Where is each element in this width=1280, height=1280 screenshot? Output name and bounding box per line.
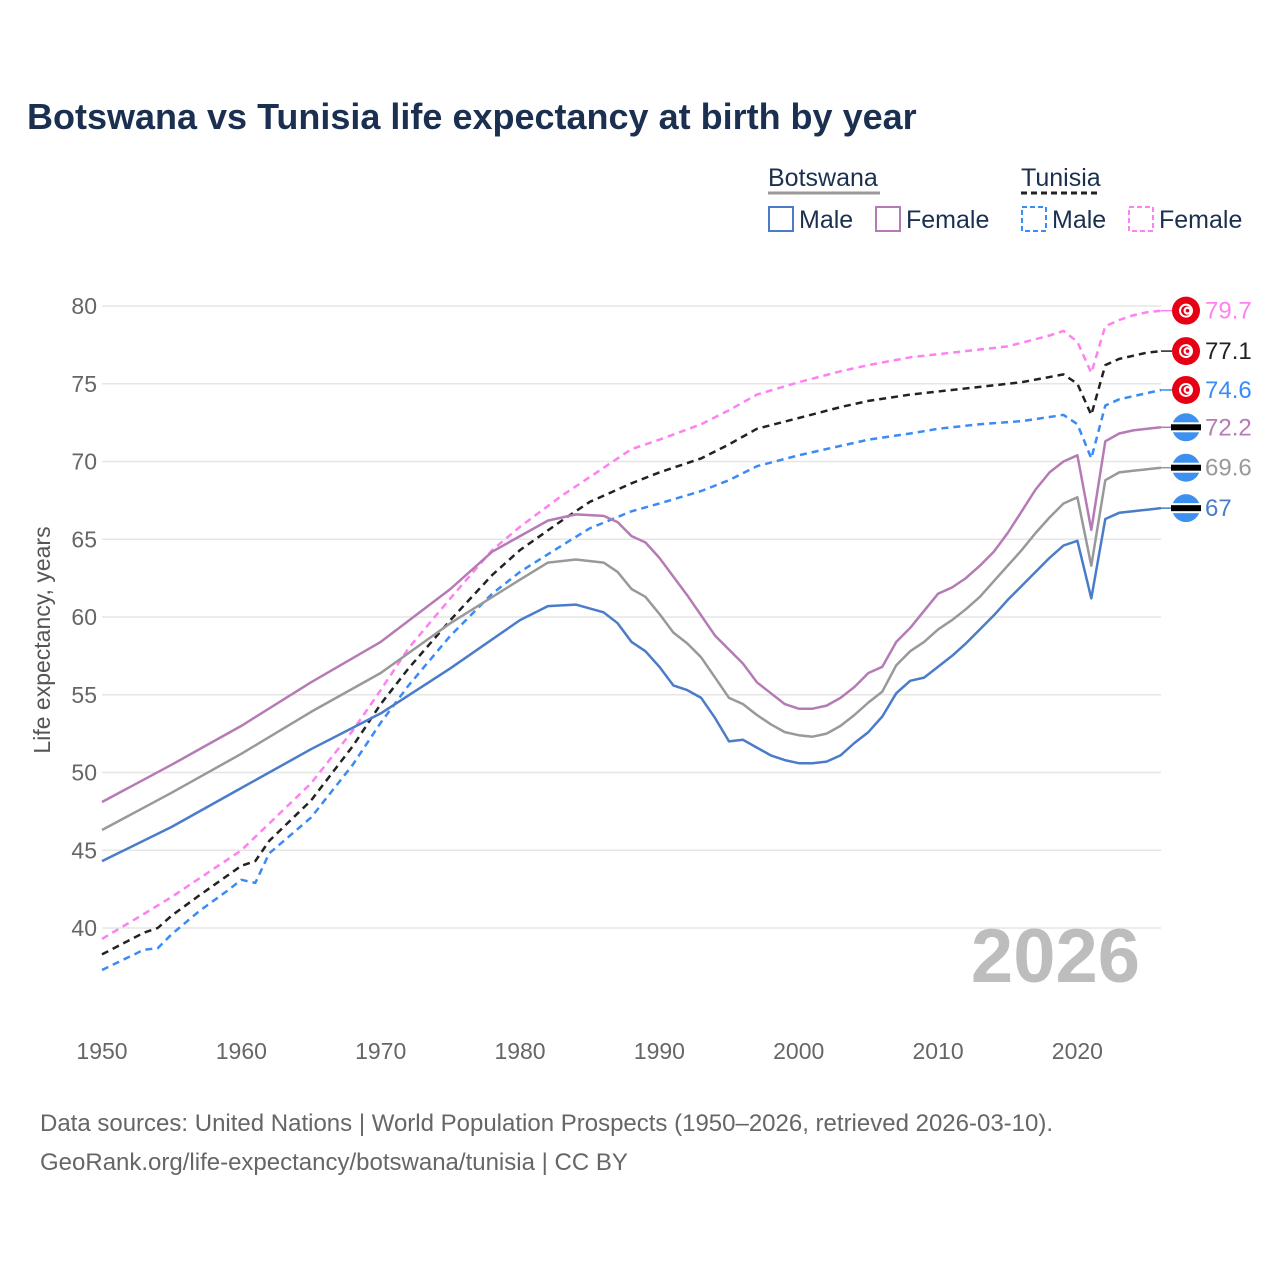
legend-botswana-female[interactable]: Female (906, 206, 989, 234)
legend-tunisia-female-swatch (1128, 206, 1154, 232)
end-value-label: 74.6 (1205, 377, 1252, 404)
end-labels: 79.7 77.1 74.6 72.2 69.6 67 (1161, 296, 1252, 523)
tunisia-flag-icon (1161, 296, 1200, 325)
y-axis-label: Life expectancy, years (29, 526, 55, 753)
x-tick-label: 1950 (76, 1038, 127, 1064)
x-tick-label: 2010 (912, 1038, 963, 1064)
legend-tunisia-heading: Tunisia (1021, 164, 1101, 192)
gridlines (102, 305, 1161, 929)
y-tick-label: 40 (71, 915, 97, 941)
series-line-botswana-male[interactable] (101, 506, 1162, 863)
footer-sources: Data sources: United Nations | World Pop… (40, 1110, 1053, 1137)
x-axis-ticks: 1950 1960 1970 1980 1990 2000 2010 2020 (76, 1038, 1103, 1064)
legend: Botswana Male Female Tunisia Male Female (768, 164, 1242, 234)
legend-tunisia-male[interactable]: Male (1052, 206, 1106, 234)
botswana-flag-icon (1161, 494, 1201, 523)
series-line-tunisia-female[interactable] (101, 309, 1162, 940)
end-value-label: 69.6 (1205, 455, 1252, 482)
legend-tunisia-male-swatch (1021, 206, 1047, 232)
end-value-label: 72.2 (1205, 414, 1252, 441)
x-tick-label: 1990 (634, 1038, 685, 1064)
footer-attribution[interactable]: GeoRank.org/life-expectancy/botswana/tun… (40, 1149, 628, 1176)
legend-botswana-female-swatch (875, 206, 901, 232)
x-tick-label: 1980 (494, 1038, 545, 1064)
legend-botswana-male[interactable]: Male (799, 206, 853, 234)
x-tick-label: 1970 (355, 1038, 406, 1064)
chart-title: Botswana vs Tunisia life expectancy at b… (27, 96, 917, 137)
legend-botswana-male-swatch (768, 206, 794, 232)
x-tick-label: 2000 (773, 1038, 824, 1064)
y-tick-label: 70 (71, 449, 97, 475)
x-tick-label: 1960 (216, 1038, 267, 1064)
y-tick-label: 60 (71, 604, 97, 630)
x-tick-label: 2020 (1052, 1038, 1103, 1064)
series-line-tunisia-male[interactable] (101, 388, 1162, 972)
y-tick-label: 55 (71, 682, 97, 708)
end-value-label: 79.7 (1205, 298, 1252, 325)
y-tick-label: 80 (71, 293, 97, 319)
series-line-botswana[interactable] (101, 466, 1162, 832)
end-value-label: 77.1 (1205, 338, 1252, 365)
y-tick-label: 45 (71, 837, 97, 863)
y-tick-label: 50 (71, 760, 97, 786)
series-lines (101, 309, 1162, 972)
current-year-label: 2026 (971, 914, 1140, 999)
series-line-botswana-female[interactable] (101, 426, 1162, 804)
botswana-flag-icon (1161, 413, 1201, 442)
tunisia-flag-icon (1161, 375, 1200, 404)
legend-tunisia-female[interactable]: Female (1159, 206, 1242, 234)
y-tick-label: 75 (71, 371, 97, 397)
y-tick-label: 65 (71, 526, 97, 552)
end-value-label: 67 (1205, 495, 1232, 522)
tunisia-flag-icon (1161, 337, 1200, 366)
legend-botswana-heading: Botswana (768, 164, 878, 192)
y-axis-ticks: 40 45 50 55 60 65 70 75 80 (71, 293, 97, 941)
botswana-flag-icon (1161, 453, 1201, 482)
series-line-tunisia[interactable] (101, 349, 1162, 956)
